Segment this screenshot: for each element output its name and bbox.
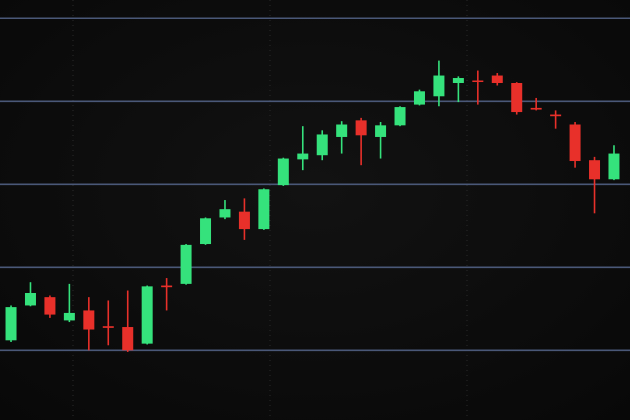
candle-body	[550, 114, 562, 117]
candle-body	[122, 327, 134, 351]
candle-body	[530, 107, 542, 110]
candle-body	[569, 124, 581, 162]
candle-body	[180, 244, 192, 284]
candle-body	[297, 153, 309, 160]
candle-body	[491, 75, 503, 84]
candle-body	[355, 120, 367, 136]
candle-body	[141, 286, 153, 344]
candle-body	[336, 124, 348, 137]
candle-body	[452, 78, 464, 84]
candle-body	[219, 209, 231, 218]
candle-body	[277, 158, 289, 186]
candle-body	[258, 189, 270, 230]
candle-body	[608, 153, 620, 180]
candle-body	[161, 285, 173, 288]
candle-body	[102, 326, 114, 328]
candle-body	[238, 211, 250, 230]
candle-body	[589, 160, 601, 180]
candle-body	[511, 83, 523, 113]
candle-body	[375, 125, 387, 137]
candle-body	[24, 293, 36, 306]
candle-body	[316, 134, 328, 156]
candle-body	[433, 75, 445, 97]
candle-body	[394, 107, 406, 126]
candle-body	[413, 91, 425, 105]
candle-body	[472, 80, 484, 83]
candle-body	[44, 297, 56, 315]
candle-body	[5, 307, 17, 341]
candle-body	[63, 312, 75, 321]
candle-body	[200, 218, 212, 245]
candle-body	[83, 310, 95, 330]
